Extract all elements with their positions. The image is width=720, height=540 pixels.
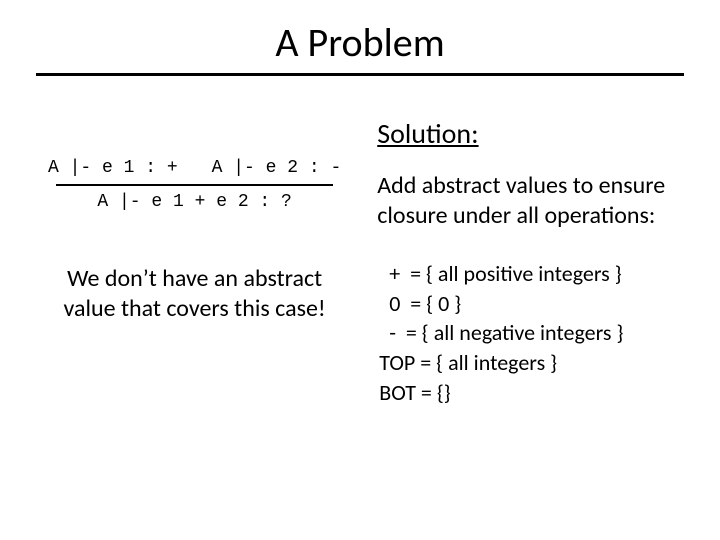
content-columns: A |- e 1 : + A |- e 2 : - A |- e 1 + e 2… xyxy=(36,116,684,407)
problem-note: We don’t have an abstract value that cov… xyxy=(36,238,353,324)
rule-premise-right: A |- e 2 : - xyxy=(212,158,342,178)
right-column: Solution: Add abstract values to ensure … xyxy=(369,116,684,407)
inference-rule: A |- e 1 : + A |- e 2 : - A |- e 1 + e 2… xyxy=(36,158,353,212)
slide: A Problem A |- e 1 : + A |- e 2 : - A |-… xyxy=(0,0,720,540)
rule-divider xyxy=(56,184,333,186)
left-column: A |- e 1 : + A |- e 2 : - A |- e 1 + e 2… xyxy=(36,116,353,407)
solution-header: Solution: xyxy=(377,116,684,151)
title-underline xyxy=(36,73,684,76)
abstract-values-list: + = { all positive integers } 0 = { 0 } … xyxy=(377,259,684,407)
rule-premise-left: A |- e 1 : + xyxy=(48,158,178,178)
rule-premises: A |- e 1 : + A |- e 2 : - xyxy=(36,158,353,178)
solution-body: Add abstract values to ensure closure un… xyxy=(377,171,684,231)
rule-conclusion: A |- e 1 + e 2 : ? xyxy=(36,192,353,212)
page-title: A Problem xyxy=(36,18,684,67)
